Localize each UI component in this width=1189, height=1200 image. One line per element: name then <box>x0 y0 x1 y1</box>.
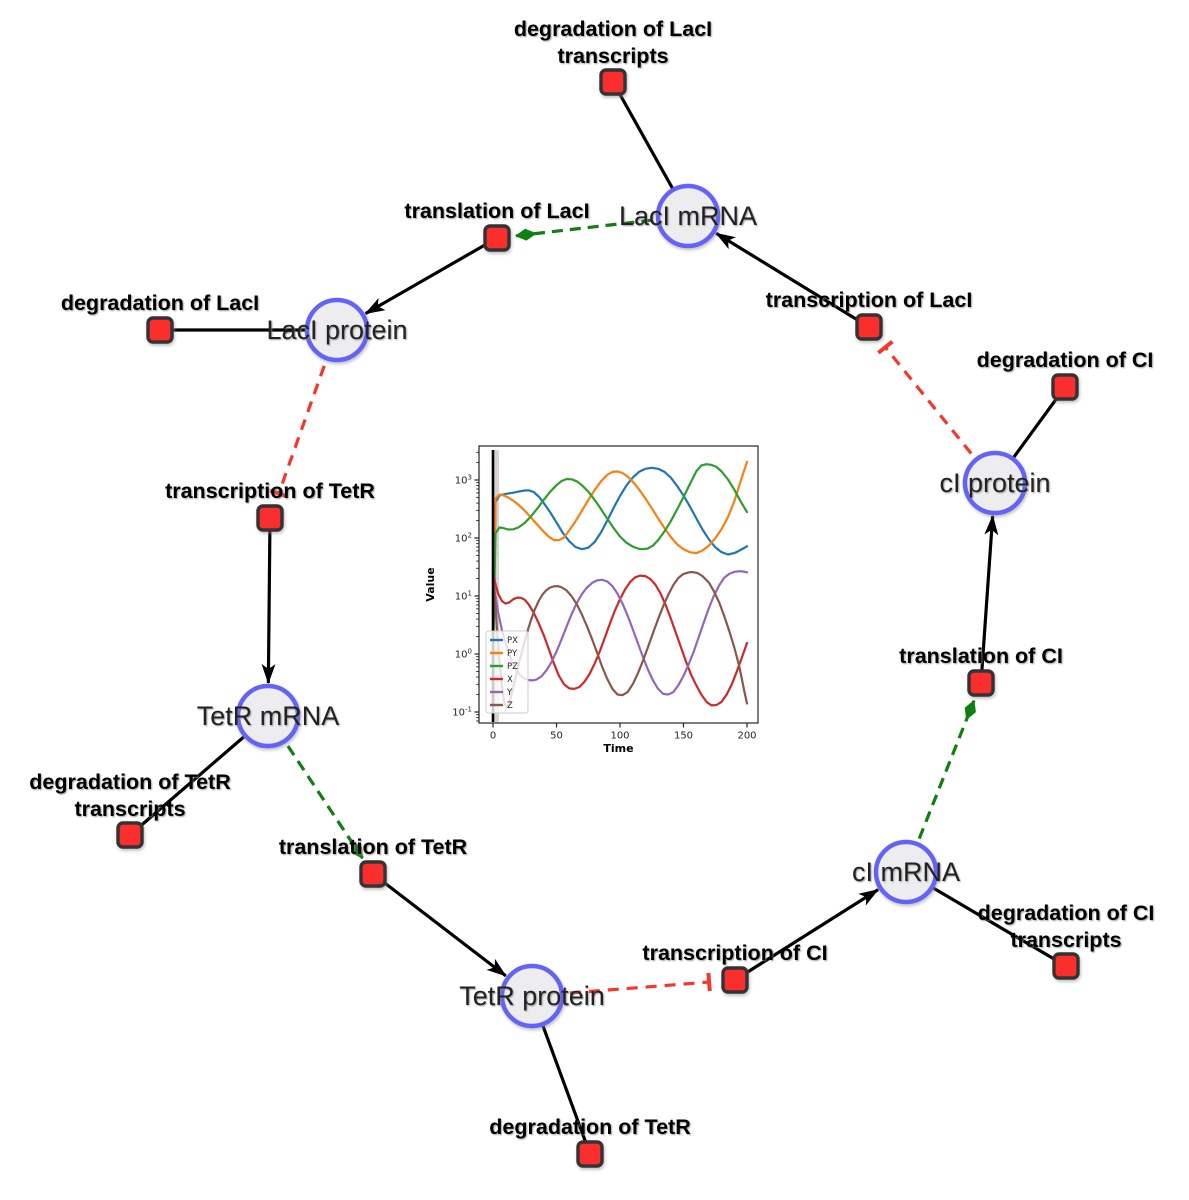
x-tick-label: 100 <box>610 731 629 742</box>
reaction-node-txn_tetr[interactable] <box>256 504 284 532</box>
x-axis-label: Time <box>603 742 633 755</box>
species-node-ci_mrna[interactable] <box>873 839 939 905</box>
reaction-node-deg_ci_tx[interactable] <box>1052 952 1080 980</box>
y-tick-label: 103 <box>455 474 472 487</box>
reaction-node-txn_ci[interactable] <box>721 966 749 994</box>
reaction-node-deg_ci[interactable] <box>1051 373 1079 401</box>
reaction-node-deg_laci[interactable] <box>146 316 174 344</box>
reaction-label-txn_tetr: transcription of TetR <box>165 479 375 503</box>
y-tick-label: 10-1 <box>452 706 472 719</box>
species-label-tetr_mrna: TetR mRNA <box>197 701 340 731</box>
edge-production-txn_ci-ci_mrna <box>734 888 879 982</box>
series-X <box>491 571 749 707</box>
reaction-label-deg_laci: degradation of LacI <box>61 291 259 315</box>
reaction-label-deg_tetr: degradation of TetR <box>489 1115 691 1139</box>
edge-modifier-ci_mrna-transl_ci <box>904 699 976 873</box>
timecourse-plot: 0 50 100 150 20010310210110010-1TimeValuePXP… <box>424 445 759 755</box>
species-label-laci_mrna: LacI mRNA <box>619 201 757 231</box>
series-PY <box>491 460 749 656</box>
reaction-node-txn_laci[interactable] <box>855 313 883 341</box>
reaction-label-txn_laci: transcription of LacI <box>766 288 973 312</box>
series-PX <box>491 466 749 656</box>
reaction-label-transl_ci: translation of CI <box>899 644 1063 668</box>
legend-label-PY: PY <box>507 649 518 659</box>
reaction-label-deg_tetr_tx: degradation of TetR transcripts <box>29 770 231 821</box>
species-label-ci_mrna: cI mRNA <box>852 857 960 887</box>
reaction-node-transl_laci[interactable] <box>483 224 511 252</box>
labels-layer: degradation of LacI transcripts translatio… <box>29 17 1154 1139</box>
reaction-label-txn_ci: transcription of CI <box>642 941 827 965</box>
species-node-tetr_mrna[interactable] <box>235 683 301 749</box>
reaction-label-deg_ci: degradation of CI <box>977 348 1154 372</box>
species-node-laci_mrna[interactable] <box>655 183 721 249</box>
reaction-label-transl_laci: translation of LacI <box>404 199 589 223</box>
x-tick-label: 0 <box>490 731 496 742</box>
reaction-label-transl_tetr: translation of TetR <box>279 835 468 859</box>
species-node-tetr_protein[interactable] <box>499 963 565 1029</box>
species-label-tetr_protein: TetR protein <box>459 981 605 1011</box>
reaction-label-deg_ci_tx: degradation of CI transcripts <box>978 901 1155 952</box>
edge-production-txn_tetr-tetr_mrna <box>261 517 276 685</box>
legend-label-Z: Z <box>507 701 513 711</box>
plot-frame <box>478 445 759 724</box>
reaction-node-deg_tetr_tx[interactable] <box>116 821 144 849</box>
species-node-ci_protein[interactable] <box>962 450 1028 516</box>
y-tick-label: 100 <box>455 648 472 661</box>
legend: PX PY PZ XYZ <box>485 630 529 714</box>
species-label-ci_protein: cI protein <box>939 468 1050 498</box>
reaction-node-deg_tetr[interactable] <box>576 1140 604 1168</box>
x-tick-label: 150 <box>674 731 693 742</box>
y-axis-label: Value <box>424 567 437 601</box>
species-node-laci_protein[interactable] <box>304 297 370 363</box>
reaction-label-deg_laci_tx: degradation of LacI transcripts <box>514 17 712 68</box>
species-label-laci_protein: LacI protein <box>266 315 407 345</box>
nodes-layer <box>116 68 1080 1168</box>
x-tick-label: 200 <box>737 731 756 742</box>
legend-label-PX: PX <box>507 636 518 646</box>
y-tick-label: 102 <box>455 532 472 545</box>
reaction-node-deg_laci_tx[interactable] <box>599 68 627 96</box>
reaction-node-transl_ci[interactable] <box>967 669 995 697</box>
reaction-node-transl_tetr[interactable] <box>359 860 387 888</box>
edge-production-txn_laci-laci_mrna <box>715 231 870 329</box>
edge-production-transl_laci-laci_protein <box>364 236 498 315</box>
legend-label-Y: Y <box>506 688 513 698</box>
series-PZ <box>491 463 749 656</box>
legend-label-X: X <box>507 675 513 685</box>
y-tick-label: 101 <box>455 590 472 603</box>
x-tick-label: 50 <box>550 731 563 742</box>
edge-production-transl_tetr-tetr_protein <box>372 872 507 978</box>
edge-production-transl_ci-ci_protein <box>979 514 999 684</box>
legend-label-PZ: PZ <box>507 662 518 672</box>
